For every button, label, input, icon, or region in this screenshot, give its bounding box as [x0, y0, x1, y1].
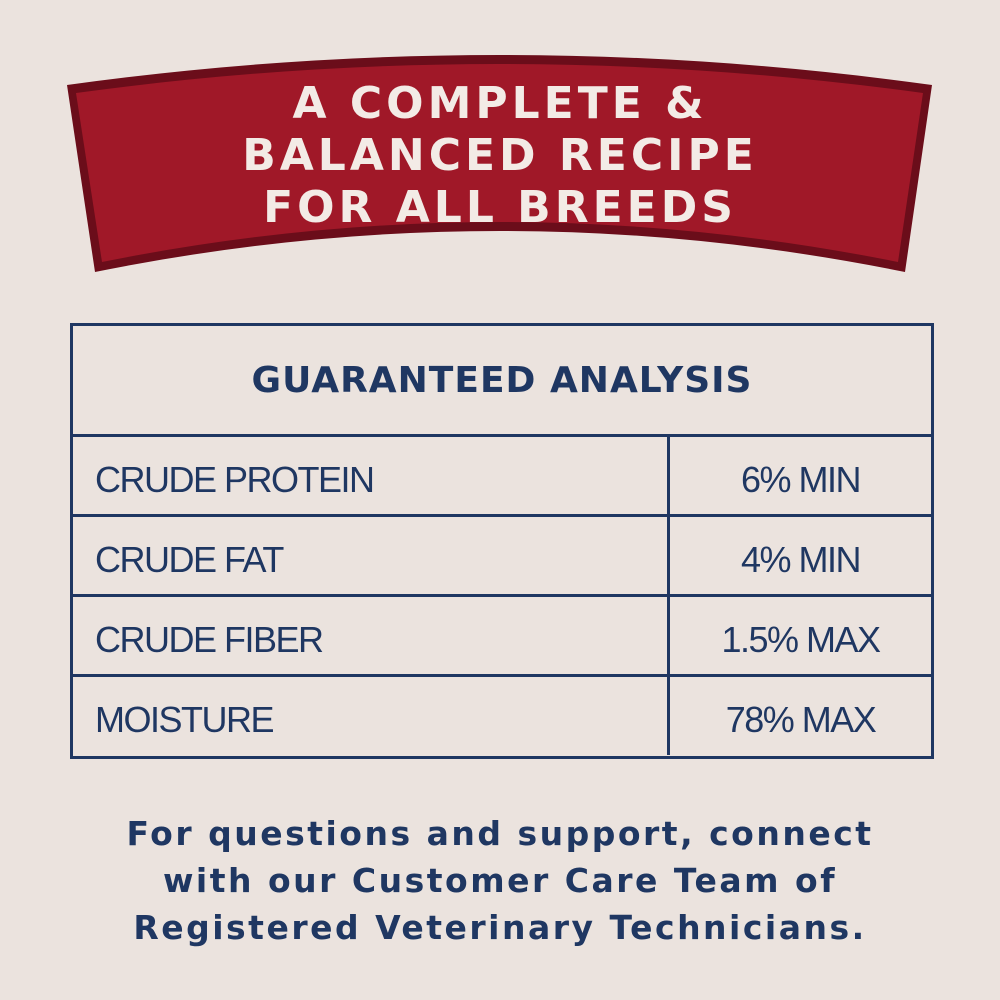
nutrient-label: CRUDE FAT [73, 517, 670, 594]
table-row: CRUDE FAT 4% MIN [73, 517, 931, 597]
table-title: GUARANTEED ANALYSIS [73, 326, 931, 437]
table-row: CRUDE FIBER 1.5% MAX [73, 597, 931, 677]
support-message: For questions and support, connect with … [0, 810, 1000, 951]
support-line: Registered Veterinary Technicians. [133, 908, 867, 947]
nutrient-label: MOISTURE [73, 677, 670, 755]
nutrient-label: CRUDE FIBER [73, 597, 670, 674]
table-row: MOISTURE 78% MAX [73, 677, 931, 755]
support-line: with our Customer Care Team of [162, 861, 838, 900]
banner-line: BALANCED RECIPE [242, 130, 758, 181]
banner-headline: A COMPLETE & BALANCED RECIPE FOR ALL BRE… [0, 78, 1000, 234]
nutrient-value: 4% MIN [740, 538, 862, 580]
guaranteed-analysis-table: GUARANTEED ANALYSIS CRUDE PROTEIN 6% MIN… [70, 323, 934, 759]
nutrient-value: 78% MAX [725, 699, 877, 740]
support-line: For questions and support, connect [126, 814, 874, 853]
table-row: CRUDE PROTEIN 6% MIN [73, 437, 931, 517]
banner-line: FOR ALL BREEDS [263, 182, 737, 233]
banner-ribbon [67, 55, 932, 272]
nutrient-label: CRUDE PROTEIN [73, 437, 670, 514]
nutrient-value: 6% MIN [740, 458, 862, 500]
nutrient-value: 1.5% MAX [721, 618, 881, 660]
banner-line: A COMPLETE & [292, 78, 708, 129]
